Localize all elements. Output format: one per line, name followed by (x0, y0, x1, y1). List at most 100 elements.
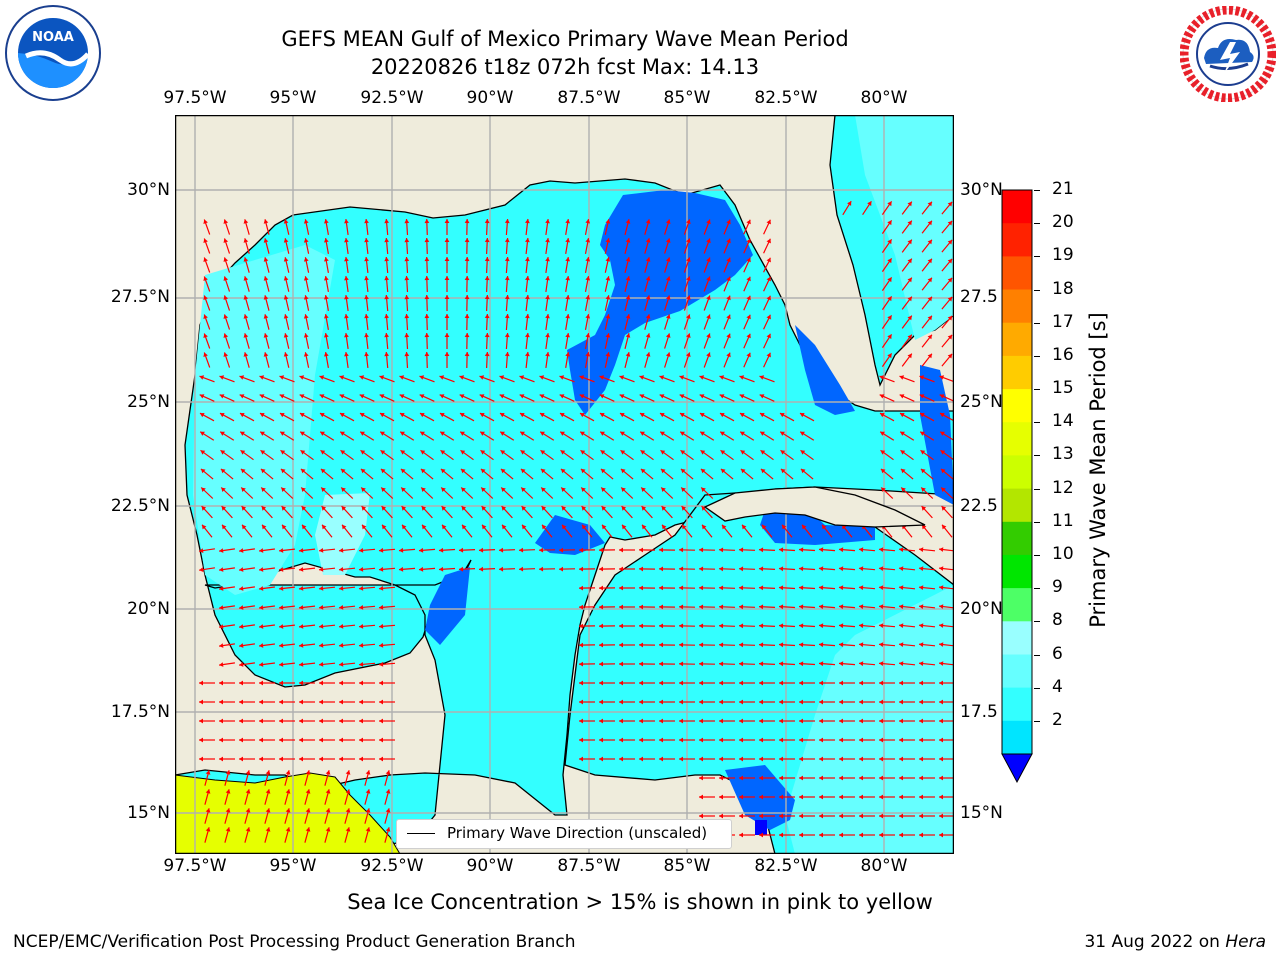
lat-label-right: 20°N (960, 599, 1003, 619)
wave-arrow-head (839, 794, 843, 800)
wave-arrow-head (939, 394, 945, 399)
wave-arrow-head (686, 333, 691, 338)
colorbar-tick-label: 21 (1052, 179, 1074, 199)
wave-arrow-head (339, 567, 344, 572)
wave-arrow-head (839, 566, 844, 572)
wave-arrow-head (879, 756, 883, 762)
wave-arrow-head (819, 699, 823, 705)
wave-arrow-head (259, 548, 264, 553)
wave-arrow-head (362, 524, 367, 530)
wave-arrow-head (686, 238, 691, 243)
wave-arrow-head (520, 468, 526, 474)
wave-arrow-head (779, 813, 783, 819)
wave-arrow-head (879, 642, 884, 647)
wave-arrow-head (364, 295, 369, 300)
wave-arrow-head (484, 295, 490, 300)
wave-arrow-head (659, 661, 663, 667)
wave-arrow-head (225, 789, 231, 794)
wave-arrow-head (699, 794, 703, 800)
wave-arrow-head (927, 315, 932, 321)
wave-arrow-head (339, 624, 344, 629)
wave-arrow-head (766, 276, 771, 282)
wave-arrow-head (766, 238, 771, 244)
wave-arrow-head (779, 680, 783, 686)
wave-arrow-head (320, 431, 325, 436)
wave-arrow-head (659, 718, 663, 724)
wave-arrow-head (279, 718, 283, 724)
wave-arrow-head (605, 352, 611, 357)
wave-arrow-head (880, 431, 885, 436)
wave-arrow-head (839, 547, 844, 553)
wave-arrow-head (219, 567, 224, 572)
wave-arrow-head (766, 219, 771, 225)
wave-arrow-head (205, 827, 211, 832)
wave-arrow-head (359, 548, 364, 553)
wave-arrow-head (360, 431, 365, 436)
wave-arrow-head (699, 661, 704, 667)
wave-arrow-head (919, 832, 923, 838)
wave-arrow-head (619, 604, 623, 610)
wave-arrow-head (899, 375, 905, 380)
wave-arrow-head (699, 375, 705, 380)
wave-arrow-head (240, 431, 245, 436)
lon-label-bottom: 87.5°W (557, 856, 621, 876)
wave-arrow-head (340, 468, 346, 474)
wave-arrow-head (719, 775, 723, 781)
wave-arrow-head (759, 775, 763, 781)
colorbar-segment (1002, 687, 1032, 722)
wave-arrow-head (940, 468, 946, 474)
wave-arrow-head (205, 789, 211, 794)
wave-arrow-head (400, 431, 405, 436)
wave-arrow-head (739, 680, 743, 686)
wave-arrow-head (404, 219, 410, 224)
footer-credit: NCEP/EMC/Verification Post Processing Pr… (13, 932, 576, 952)
wave-arrow-head (639, 394, 645, 399)
wave-arrow-head (939, 737, 943, 743)
wave-arrow-head (640, 468, 646, 474)
wave-arrow-head (920, 450, 926, 455)
wave-arrow-head (319, 680, 323, 686)
wave-arrow-head (283, 333, 289, 338)
wave-arrow-head (265, 789, 271, 794)
wave-arrow-head (299, 605, 304, 610)
wave-arrow-head (641, 506, 647, 511)
wave-arrow-head (279, 680, 283, 686)
wave-arrow-head (706, 333, 711, 339)
wave-arrow-head (582, 524, 587, 530)
wave-arrow-head (525, 238, 530, 243)
wave-arrow-head (700, 413, 705, 418)
wave-arrow-head (404, 238, 410, 243)
wave-arrow-head (301, 506, 307, 511)
wave-arrow-head (444, 276, 450, 280)
wave-arrow-head (243, 295, 249, 300)
wave-arrow-head (779, 756, 783, 762)
wave-arrow-head (939, 585, 944, 590)
wave-arrow-head (585, 333, 591, 338)
wave-arrow-head (300, 413, 305, 418)
wave-arrow-head (625, 352, 631, 357)
wave-arrow-head (339, 756, 343, 762)
wave-arrow-head (243, 238, 249, 243)
wave-arrow-head (344, 295, 349, 300)
wave-arrow-head (324, 276, 329, 281)
wave-arrow-head (283, 352, 289, 357)
wave-arrow-head (899, 661, 904, 666)
wave-arrow-head (739, 547, 744, 553)
colorbar-under-triangle (1001, 753, 1033, 784)
wave-arrow-head (565, 295, 570, 300)
wave-arrow-head (839, 604, 844, 610)
wave-arrow-head (319, 375, 325, 380)
wave-arrow-head (502, 524, 507, 530)
wave-arrow-head (739, 756, 743, 762)
wave-arrow-head (726, 333, 731, 339)
wave-arrow-head (205, 808, 211, 813)
wave-arrow-head (219, 643, 224, 648)
wave-arrow-head (625, 238, 631, 243)
wave-arrow-head (440, 431, 445, 436)
wave-arrow-head (779, 737, 783, 743)
wave-arrow-head (579, 680, 583, 686)
wave-arrow-head (424, 238, 430, 243)
wave-arrow-head (219, 394, 225, 399)
wave-arrow-head (947, 239, 953, 245)
wave-arrow-head (325, 827, 331, 832)
